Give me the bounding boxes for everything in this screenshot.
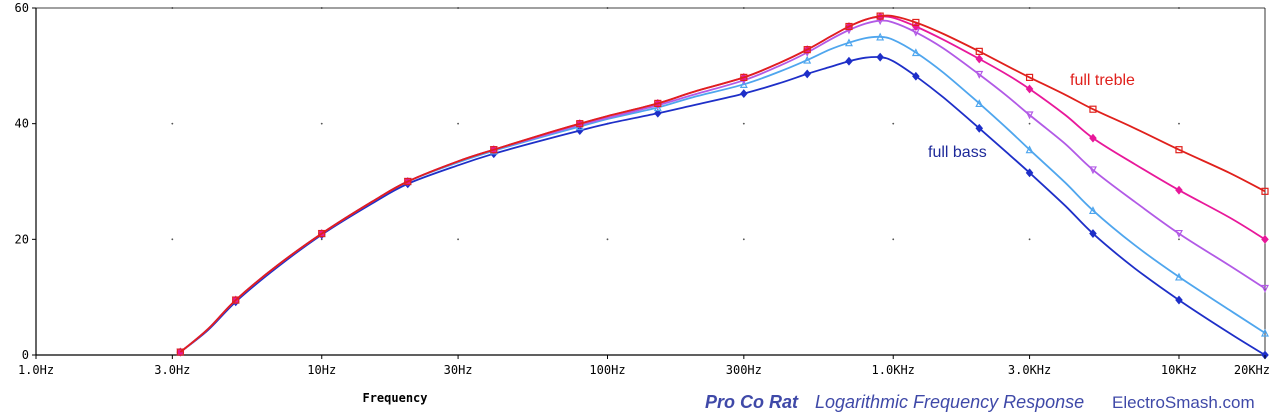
data-point-10 [576,120,584,128]
series-line-4 [179,56,1266,356]
data-point-18 [845,56,853,66]
x-tick-label: 1.0Hz [18,363,54,377]
data-point-30 [1175,146,1183,154]
data-point-28 [1089,105,1097,113]
data-point-8 [490,146,498,154]
data-point-26 [1025,111,1034,120]
data-point-24 [975,54,984,64]
y-tick-label: 20 [15,232,29,246]
data-point-24 [975,99,984,108]
grid-dot [606,238,609,241]
data-point-32 [1261,187,1269,195]
y-tick-label: 40 [15,117,29,131]
data-point-16 [803,46,811,54]
data-point-2 [232,296,240,304]
x-axis-label: Frequency [362,391,427,405]
data-point-28 [1089,133,1097,143]
data-point-28 [1088,206,1097,215]
data-point-32 [1261,284,1269,293]
series-line-1 [179,15,1266,353]
data-point-26 [1025,168,1034,178]
grid-dot [1178,122,1180,125]
caption-title: Pro Co Rat [705,392,799,412]
x-tick-label: 3.0KHz [1008,363,1051,377]
data-point-20 [876,12,884,20]
data-point-22 [912,71,920,81]
data-point-24 [975,47,983,55]
data-point-22 [912,18,920,27]
data-point-30 [1175,272,1183,281]
data-point-28 [1088,166,1097,175]
data-point-6 [404,177,412,186]
plot-series [176,12,1269,360]
series-2 [176,17,1269,357]
site-credit: ElectroSmash.com [1112,393,1255,412]
data-point-20 [876,52,884,62]
data-point-18 [845,38,853,47]
data-point-26 [1025,145,1034,154]
data-point-12 [653,103,662,112]
grid-dot [171,238,174,241]
x-tick-label: 1.0KHz [872,363,915,377]
full-bass-annotation: full bass [928,144,987,161]
data-point-30 [1175,185,1183,195]
data-point-18 [845,22,853,31]
grid-dot [742,238,745,241]
x-tick-label: 100Hz [589,363,625,377]
grid-dot [1028,122,1031,125]
data-point-30 [1175,295,1183,305]
data-point-30 [1175,229,1183,238]
data-point-20 [876,32,885,41]
x-tick-label: 30Hz [444,363,473,377]
grid-dot [171,122,174,125]
series-1 [176,12,1269,357]
series-4 [176,52,1269,360]
x-tick-label: 3.0Hz [154,363,190,377]
caption-subtitle: Logarithmic Frequency Response [815,392,1084,412]
y-tick-label: 0 [22,348,29,362]
x-axis-ticks: 1.0Hz 3.0Hz 10Hz 30Hz 100Hz 300Hz 1.0KHz 3.0KHz… [18,355,1270,377]
grid-dot [1178,238,1180,241]
data-point-0 [176,348,184,356]
data-point-16 [803,69,812,79]
data-point-32 [1261,234,1269,244]
x-tick-label: 20KHz [1234,363,1270,377]
data-point-16 [803,55,812,64]
x-tick-label: 300Hz [726,363,762,377]
data-point-26 [1025,73,1034,82]
x-tick-label: 10KHz [1161,363,1197,377]
plot-axes [35,7,1266,356]
data-point-24 [975,70,984,79]
data-point-14 [740,73,748,82]
series-line-0 [179,14,1266,353]
grid-dot [320,122,323,125]
grid-dot [457,238,459,241]
data-point-28 [1089,229,1097,238]
grid-dot [742,122,745,125]
y-axis-ticks: 0 20 40 60 [15,1,36,362]
full-treble-annotation: full treble [1070,72,1135,89]
plot-grid [171,7,1180,241]
grid-dot [320,238,323,241]
data-point-32 [1261,328,1269,337]
data-point-14 [739,79,748,88]
y-tick-label: 60 [15,1,29,15]
grid-dot [892,238,895,241]
data-point-4 [318,229,326,238]
data-point-14 [740,89,748,99]
grid-dot [1028,238,1031,241]
data-point-22 [911,48,920,57]
grid-dot [892,122,895,125]
data-point-26 [1025,84,1034,94]
series-0 [176,12,1269,356]
x-tick-label: 10Hz [307,363,336,377]
data-point-24 [975,123,984,133]
grid-dot [457,122,459,125]
series-line-2 [179,19,1266,353]
data-point-12 [654,108,662,118]
data-point-12 [654,99,662,108]
